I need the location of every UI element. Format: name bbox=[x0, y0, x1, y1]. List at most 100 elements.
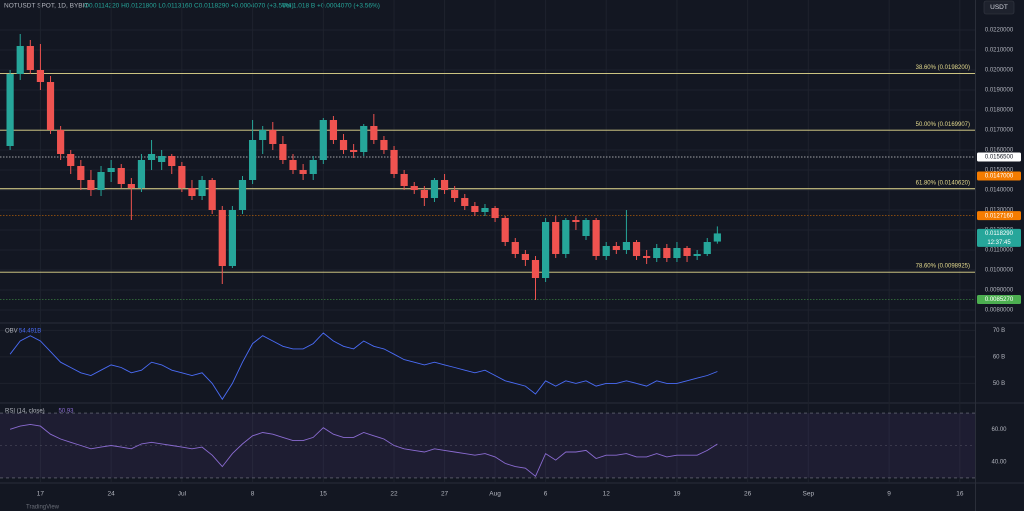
watermark: TradingView bbox=[26, 505, 60, 511]
candle-body bbox=[289, 160, 297, 170]
x-tick-label: 17 bbox=[37, 491, 45, 498]
y-tick-label: 50 B bbox=[993, 381, 1005, 387]
candle-body bbox=[572, 220, 580, 222]
indicator-title: RSI (14, close) bbox=[5, 409, 45, 415]
fib-label: 78.60% (0.0098925) bbox=[916, 264, 970, 270]
y-tick-label: 0.0150000 bbox=[985, 168, 1014, 174]
y-tick-label: 40.00 bbox=[991, 459, 1007, 465]
price-tag bbox=[977, 171, 1021, 181]
candle-body bbox=[703, 242, 711, 254]
candle-body bbox=[188, 188, 196, 196]
currency[interactable]: USDT bbox=[990, 4, 1008, 11]
candle-body bbox=[592, 220, 600, 256]
y-tick-label: 0.0200000 bbox=[985, 68, 1014, 74]
rsi-band bbox=[0, 413, 975, 478]
candle-body bbox=[228, 210, 236, 266]
x-tick-label: 22 bbox=[390, 491, 398, 498]
x-tick-label: 26 bbox=[744, 491, 752, 498]
candle-body bbox=[602, 246, 610, 256]
x-tick-label: 27 bbox=[441, 491, 449, 498]
candle-body bbox=[390, 150, 398, 174]
candle-body bbox=[632, 242, 641, 256]
x-tick-label: 8 bbox=[251, 491, 255, 498]
candle-body bbox=[653, 248, 661, 258]
y-tick-label: 0.0160000 bbox=[985, 148, 1014, 154]
indicator-title: OBV bbox=[5, 329, 18, 335]
candle-body bbox=[97, 172, 105, 190]
candle-body bbox=[117, 168, 125, 184]
x-tick-label: 9 bbox=[887, 491, 891, 498]
candle-body bbox=[481, 208, 489, 212]
price-tag-label: 0.0118290 bbox=[985, 231, 1014, 237]
candle-body bbox=[16, 46, 24, 74]
candle-body bbox=[451, 190, 459, 198]
y-tick-label: 0.0100000 bbox=[985, 268, 1014, 274]
x-tick-label: 6 bbox=[544, 491, 548, 498]
x-tick-label: Aug bbox=[489, 491, 501, 498]
candle-body bbox=[269, 130, 277, 144]
candle-body bbox=[218, 210, 226, 266]
y-tick-label: 0.0140000 bbox=[985, 188, 1014, 194]
candle-body bbox=[562, 220, 570, 254]
x-tick-label: 12 bbox=[603, 491, 611, 498]
candle-body bbox=[46, 82, 55, 130]
candle-body bbox=[410, 186, 418, 190]
candle-body bbox=[370, 126, 378, 140]
candle-body bbox=[309, 160, 317, 174]
x-tick-label: 24 bbox=[108, 491, 116, 498]
candle-body bbox=[208, 180, 216, 210]
candle-body bbox=[36, 70, 45, 82]
candle-body bbox=[339, 140, 348, 150]
x-tick-label: Sep bbox=[803, 491, 815, 498]
volume-text: Vol 1.018 B +0.0004070 (+3.56%) bbox=[282, 3, 380, 10]
x-tick-label: 15 bbox=[320, 491, 328, 498]
currency-box[interactable] bbox=[983, 0, 1015, 15]
candle-body bbox=[107, 168, 115, 172]
indicator-value: 50.93 bbox=[59, 409, 75, 415]
candle-body bbox=[612, 246, 620, 250]
fib-label: 50.00% (0.0169907) bbox=[916, 122, 970, 128]
y-tick-label: 0.0220000 bbox=[985, 28, 1014, 34]
candle-body bbox=[683, 248, 691, 256]
candle-body bbox=[491, 208, 499, 218]
symbol: NOTUSDT SPOT, 1D, BYBIT bbox=[4, 3, 88, 10]
candle-body bbox=[67, 154, 75, 166]
candle-body bbox=[319, 120, 327, 160]
candle-body bbox=[461, 198, 469, 206]
y-tick-label: 0.0110000 bbox=[985, 248, 1014, 254]
indicator-line bbox=[9, 423, 718, 478]
price-tag-label: 0.0127160 bbox=[985, 213, 1014, 219]
candle-body bbox=[521, 254, 529, 260]
candle-body bbox=[329, 120, 338, 140]
y-tick-label: 60 B bbox=[993, 354, 1005, 360]
candle-body bbox=[552, 222, 560, 254]
candle-body bbox=[531, 260, 540, 278]
candle-body bbox=[299, 170, 307, 174]
candle-body bbox=[360, 126, 368, 152]
candle-body bbox=[693, 254, 701, 256]
candle-body bbox=[400, 174, 408, 186]
ohlc-text: O0.0114220 H0.0121800 L0.0113160 C0.0118… bbox=[84, 3, 294, 10]
indicator-value: 54.491B bbox=[19, 329, 41, 335]
candle-body bbox=[147, 154, 156, 160]
candle-body bbox=[259, 130, 267, 140]
x-tick-label: 19 bbox=[673, 491, 681, 498]
candle-body bbox=[158, 156, 166, 162]
candle-body bbox=[77, 166, 85, 180]
y-tick-label: 0.0210000 bbox=[985, 48, 1014, 54]
y-tick-label: 0.0170000 bbox=[985, 128, 1014, 134]
price-tag bbox=[977, 228, 1021, 247]
x-tick-label: 16 bbox=[956, 491, 964, 498]
candle-body bbox=[248, 140, 257, 180]
candle-body bbox=[663, 248, 671, 258]
y-tick-label: 0.0090000 bbox=[985, 288, 1014, 294]
candle-body bbox=[178, 166, 186, 188]
candle-body bbox=[168, 156, 176, 166]
y-tick-label: 70 B bbox=[993, 328, 1005, 334]
price-tag-label: 0.0085270 bbox=[985, 297, 1014, 303]
price-tag-label: 0.0156500 bbox=[985, 155, 1014, 161]
candle-body bbox=[127, 184, 135, 188]
candle-body bbox=[279, 144, 287, 160]
